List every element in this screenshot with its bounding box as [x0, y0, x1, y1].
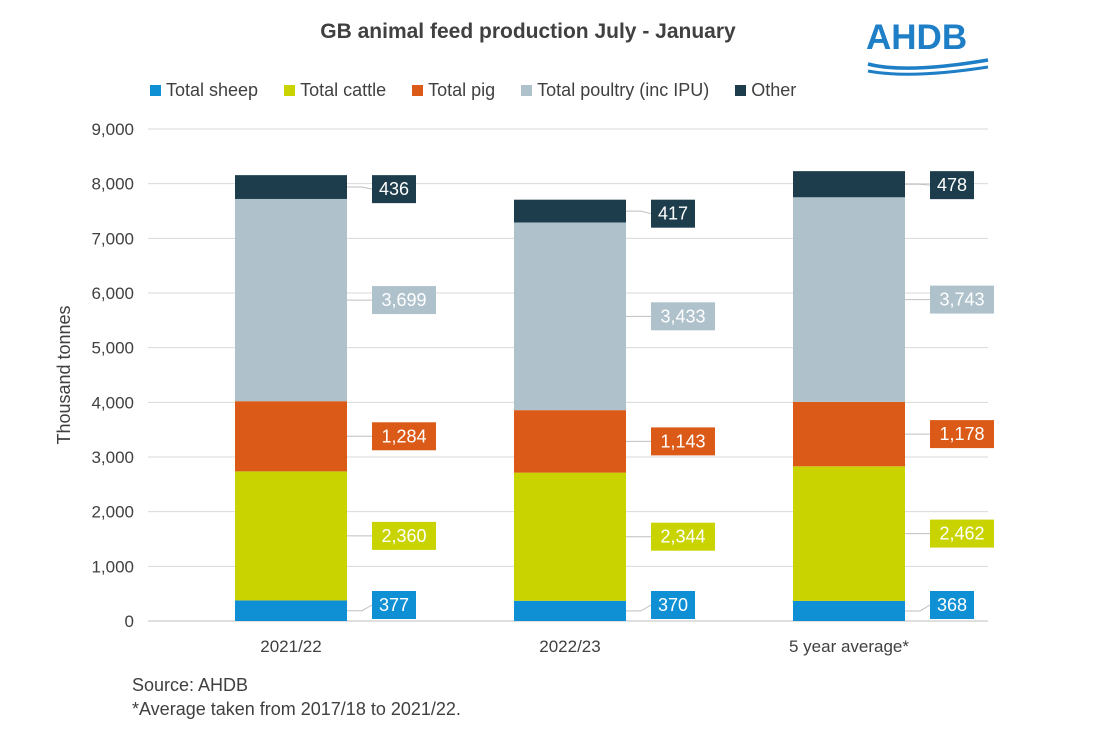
- y-tick-label: 2,000: [91, 503, 134, 522]
- legend-label: Total pig: [428, 80, 496, 100]
- x-tick-label: 5 year average*: [789, 637, 909, 656]
- data-label: 2,462: [939, 524, 984, 544]
- data-label-box: [372, 422, 436, 451]
- bar-segment: [235, 175, 347, 199]
- bars: [235, 171, 905, 621]
- data-label: 3,699: [381, 290, 426, 310]
- legend-swatch: [150, 85, 161, 96]
- bar-segment: [514, 600, 626, 621]
- leader-line: [626, 210, 652, 215]
- data-label: 1,284: [381, 426, 426, 446]
- y-tick-label: 1,000: [91, 557, 134, 576]
- legend-swatch: [735, 85, 747, 96]
- y-tick-label: 7,000: [91, 229, 134, 248]
- bar-segment: [793, 401, 905, 467]
- legend-item-4: Total poultry (inc IPU): [521, 80, 709, 101]
- legend-item-2: Total cattle: [284, 80, 386, 101]
- legend-item-3: Total pig: [412, 80, 495, 101]
- legend-swatch: [521, 85, 533, 96]
- data-label: 3,433: [660, 306, 705, 326]
- data-label-box: [651, 591, 695, 619]
- legend-swatch: [412, 85, 424, 96]
- ahdb-logo: AHDB: [866, 18, 990, 76]
- data-label-box: [651, 302, 715, 331]
- leader-line: [905, 604, 931, 612]
- leader-line: [347, 604, 373, 612]
- chart-footer: Source: AHDB *Average taken from 2017/18…: [132, 673, 461, 721]
- bar-segment: [235, 401, 347, 472]
- data-label-box: [372, 286, 436, 315]
- data-label: 2,344: [660, 527, 705, 547]
- bar-segment: [235, 471, 347, 601]
- data-label: 377: [379, 595, 409, 615]
- data-label-box: [930, 591, 974, 619]
- leader-line: [905, 183, 931, 186]
- chart-title: GB animal feed production July - January: [320, 20, 736, 43]
- y-tick-label: 3,000: [91, 448, 134, 467]
- leader-lines: [347, 183, 931, 612]
- data-label: 1,178: [939, 424, 984, 444]
- footnote-text: *Average taken from 2017/18 to 2021/22.: [132, 699, 461, 719]
- data-labels: 377 2,360 1,284 3,699 436 370 2,344 1,143 3,433 4…: [372, 171, 994, 619]
- data-label: 370: [658, 595, 688, 615]
- data-label: 417: [658, 204, 688, 224]
- bar-segment: [235, 600, 347, 621]
- data-label: 368: [937, 595, 967, 615]
- data-label-box: [372, 521, 436, 550]
- y-axis-label: Thousand tonnes: [54, 305, 74, 444]
- y-tick-label: 9,000: [91, 120, 134, 139]
- y-tick-label: 0: [125, 612, 134, 631]
- bar-segment: [793, 197, 905, 402]
- bar-segment: [793, 600, 905, 621]
- legend-label: Other: [751, 80, 797, 100]
- legend-label: Total cattle: [300, 80, 387, 100]
- bar-segment: [793, 466, 905, 601]
- data-label: 478: [937, 175, 967, 195]
- bar-segment: [514, 222, 626, 411]
- bar-segment: [514, 472, 626, 601]
- y-tick-label: 8,000: [91, 175, 134, 194]
- data-label-box: [930, 285, 994, 314]
- data-label: 2,360: [381, 526, 426, 546]
- legend-label: Total sheep: [166, 80, 259, 100]
- y-axis: 0 1,000 2,000 3,000 4,000 5,000 6,000 7,000 8,00…: [91, 120, 134, 631]
- data-label-box: [930, 171, 974, 200]
- data-label-box: [651, 427, 715, 456]
- y-tick-label: 5,000: [91, 339, 134, 358]
- data-label-box: [372, 591, 416, 619]
- legend-swatch: [284, 85, 296, 96]
- legend-label: Total poultry (inc IPU): [537, 80, 710, 100]
- data-label-box: [372, 175, 416, 204]
- logo-wave-icon: [867, 58, 989, 76]
- legend-item-5: Other: [735, 80, 796, 101]
- data-label-box: [930, 420, 994, 449]
- y-tick-label: 6,000: [91, 284, 134, 303]
- x-axis: 2021/22 2022/23 5 year average*: [260, 637, 909, 656]
- bar-segment: [235, 198, 347, 402]
- data-label: 1,143: [660, 431, 705, 451]
- source-text: Source: AHDB: [132, 675, 249, 695]
- leader-line: [626, 604, 652, 612]
- leader-line: [347, 186, 373, 190]
- data-label-box: [651, 199, 695, 228]
- data-label-box: [930, 519, 994, 548]
- y-tick-label: 4,000: [91, 393, 134, 412]
- data-label-box: [651, 522, 715, 551]
- bar-segment: [793, 171, 905, 198]
- logo-text: AHDB: [866, 18, 968, 57]
- bar-segment: [514, 410, 626, 473]
- x-tick-label: 2022/23: [539, 637, 600, 656]
- bar-segment: [514, 199, 626, 223]
- data-label: 436: [379, 179, 409, 199]
- data-label: 3,743: [939, 290, 984, 310]
- chart-legend: Total sheep Total cattle Total pig Total po…: [150, 80, 796, 101]
- legend-item-1: Total sheep: [150, 80, 258, 101]
- x-tick-label: 2021/22: [260, 637, 321, 656]
